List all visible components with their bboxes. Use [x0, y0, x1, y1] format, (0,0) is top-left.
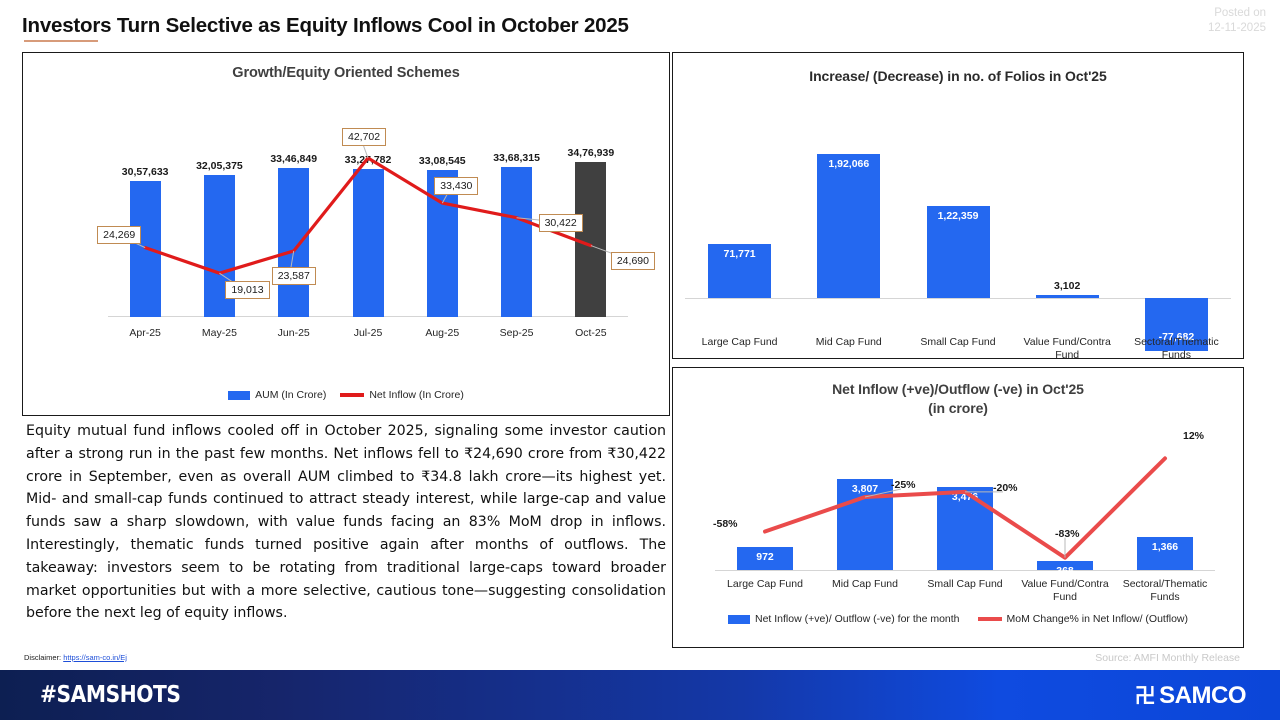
chart-title-folios: Increase/ (Decrease) in no. of Folios in…	[809, 68, 1107, 84]
legend-item-netinflow-line[interactable]: Net Inflow (In Crore)	[340, 389, 464, 401]
x-label-netflow-2: Small Cap Fund	[927, 578, 1003, 590]
posted-on: Posted on 12-11-2025	[1208, 6, 1266, 36]
chart-panel-netflow: Net Inflow (+ve)/Outflow (-ve) in Oct'25…	[672, 367, 1244, 648]
callout-net-inflow-Jun-25: 23,587	[271, 266, 316, 285]
x-label-netflow-4: Sectoral/Thematic Funds	[1122, 578, 1208, 603]
plot-area-folios: 71,771 Large Cap Fund 1,92,066 Mid Cap Fund…	[673, 93, 1243, 361]
callout-net-inflow-Apr-25: 24,269	[97, 225, 142, 244]
posted-on-label: Posted on	[1214, 7, 1266, 19]
bar-value-label-folios-1: 1,92,066	[828, 157, 870, 170]
samco-pinwheel-icon: 卍	[1134, 684, 1156, 708]
x-label-Sep-25: Sep-25	[499, 327, 534, 339]
legend-label-netflow-bar: Net Inflow (+ve)/ Outflow (-ve) for the …	[754, 613, 960, 625]
bar-value-label-folios-4: -77,682	[1158, 331, 1195, 344]
callout-net-inflow-May-25: 19,013	[225, 281, 270, 300]
legend-swatch-bar-icon	[228, 390, 251, 400]
bar-folios-3	[1035, 295, 1099, 298]
chart-title-netflow: Net Inflow (+ve)/Outflow (-ve) in Oct'25…	[673, 380, 1243, 418]
x-label-May-25: May-25	[201, 327, 237, 339]
x-label-Apr-25: Apr-25	[129, 327, 161, 339]
mom-label-4: 12%	[1183, 430, 1205, 443]
bar-value-label-folios-3: 3,102	[1054, 280, 1081, 292]
x-label-netflow-1: Mid Cap Fund	[832, 578, 898, 590]
legend-netflow: Net Inflow (+ve)/ Outflow (-ve) for the …	[673, 613, 1243, 625]
callout-net-inflow-Oct-25: 24,690	[610, 251, 655, 270]
chart-title-netflow-line1: Net Inflow (+ve)/Outflow (-ve) in Oct'25	[832, 381, 1084, 397]
disclaimer: Disclaimer: https://sam-co.in/Ej	[24, 653, 127, 662]
plot-area-aum: 30,57,633 Apr-25 32,05,375 May-25 33,46,849 J…	[23, 89, 669, 379]
x-label-folios-1: Mid Cap Fund	[815, 336, 882, 348]
posted-on-date: 12-11-2025	[1208, 22, 1266, 34]
legend-label-netinflow: Net Inflow (In Crore)	[369, 389, 464, 401]
page-title: Investors Turn Selective as Equity Inflo…	[22, 14, 629, 37]
source-note: Source: AMFI Monthly Release	[1095, 652, 1240, 664]
bar-folios-1	[817, 153, 881, 298]
samco-brand-text: SAMCO	[1159, 682, 1246, 709]
bar-value-label-folios-2: 1,22,359	[937, 210, 979, 223]
callout-net-inflow-Aug-25: 33,430	[434, 177, 479, 196]
mom-label-3: -83%	[1055, 527, 1080, 540]
chart-title-aum: Growth/Equity Oriented Schemes	[232, 65, 460, 81]
x-label-Aug-25: Aug-25	[425, 327, 460, 339]
x-axis-line-folios	[685, 298, 1231, 299]
samshots-wordmark: #SAMSHOTS	[40, 682, 181, 708]
summary-paragraph: Equity mutual fund inflows cooled off in…	[26, 423, 666, 622]
bar-folios-4	[1144, 298, 1208, 352]
x-label-folios-4: Sectoral/Thematic Funds	[1134, 336, 1219, 361]
disclaimer-label: Disclaimer:	[24, 653, 62, 662]
legend-label-aum: AUM (In Crore)	[255, 389, 327, 401]
plot-area-netflow: 972 Large Cap Fund 3,807 Mid Cap Fund 3,476 S…	[673, 420, 1243, 610]
x-axis-line-netflow	[715, 570, 1215, 571]
disclaimer-link[interactable]: https://sam-co.in/Ej	[63, 653, 127, 662]
x-label-netflow-0: Large Cap Fund	[727, 578, 803, 590]
callout-leader-line	[590, 245, 630, 261]
bar-value-label-netflow-3: 368	[1056, 565, 1074, 578]
x-label-folios-0: Large Cap Fund	[701, 336, 778, 348]
callout-net-inflow-Sep-25: 30,422	[538, 213, 583, 232]
header: Investors Turn Selective as Equity Inflo…	[0, 0, 1280, 50]
legend-item-aum-bar[interactable]: AUM (In Crore)	[228, 389, 326, 401]
title-underline	[24, 40, 98, 42]
callout-net-inflow-Jul-25: 42,702	[342, 128, 387, 147]
legend-label-mom-line: MoM Change% in Net Inflow/ (Outflow)	[1006, 613, 1188, 625]
mom-label-1: -25%	[891, 479, 916, 492]
x-label-Jul-25: Jul-25	[353, 327, 383, 339]
callout-leader-line	[1064, 537, 1066, 558]
legend-swatch-bar-icon	[727, 614, 750, 624]
bar-folios-2	[926, 206, 990, 298]
x-label-folios-3: Value Fund/Contra Fund	[1023, 336, 1111, 361]
legend-aum: AUM (In Crore) Net Inflow (In Crore)	[23, 389, 669, 401]
chart-panel-folios: Increase/ (Decrease) in no. of Folios in…	[672, 52, 1244, 361]
mom-label-2: -20%	[993, 481, 1018, 494]
mom-label-0: -58%	[713, 517, 738, 530]
callout-leader-line	[965, 491, 1003, 493]
legend-item-netflow-bar[interactable]: Net Inflow (+ve)/ Outflow (-ve) for the …	[727, 613, 960, 625]
x-label-Oct-25: Oct-25	[575, 327, 607, 339]
callout-leader-line	[864, 488, 902, 498]
bar-netflow-3	[1037, 561, 1093, 570]
x-label-folios-2: Small Cap Fund	[920, 336, 996, 348]
samco-logo: 卍 SAMCO	[1134, 682, 1247, 710]
legend-swatch-line-icon	[340, 393, 365, 397]
legend-swatch-line-icon	[977, 617, 1002, 621]
x-label-Jun-25: Jun-25	[277, 327, 310, 339]
bar-value-label-folios-0: 71,771	[723, 248, 756, 261]
footer-bar: #SAMSHOTS 卍 SAMCO	[0, 670, 1280, 720]
legend-item-mom-line[interactable]: MoM Change% in Net Inflow/ (Outflow)	[977, 613, 1188, 625]
chart-panel-aum: Growth/Equity Oriented Schemes 30,57,633…	[22, 52, 670, 416]
chart-title-netflow-line2: (in crore)	[928, 400, 988, 416]
bar-folios-0	[708, 244, 772, 298]
x-label-netflow-3: Value Fund/Contra Fund	[1021, 578, 1109, 603]
